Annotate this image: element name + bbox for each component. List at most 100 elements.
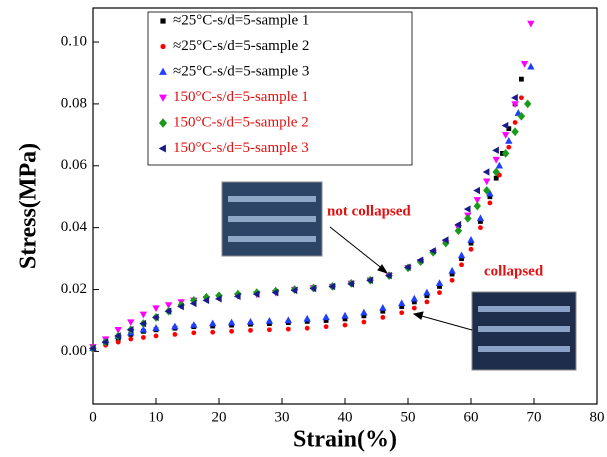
x-tick-label: 20 [212,409,227,425]
point [151,313,159,322]
point [139,325,148,333]
point [360,308,368,316]
x-tick-label: 70 [527,409,542,425]
point [441,236,449,244]
point [309,284,317,293]
y-tick-label: 0.04 [61,219,88,235]
legend-marker [158,118,168,128]
legend-label: ≈25°C-s/d=5-sample 3 [173,63,309,79]
legend-marker [160,43,166,50]
legend-marker [158,67,168,75]
point [128,336,134,342]
point [101,338,109,346]
point [468,246,474,252]
point [399,304,405,309]
point [527,20,535,28]
point [190,321,198,328]
point [152,305,160,313]
point [454,226,463,236]
point [437,284,442,289]
legend-box [147,11,413,166]
point [164,307,172,315]
point [323,318,329,323]
x-tick-label: 80 [590,409,605,425]
point [209,319,217,327]
point [520,60,529,68]
point [506,126,512,132]
point [473,201,481,211]
point [191,330,197,336]
point [248,327,253,333]
point [323,324,329,330]
point [126,326,134,334]
point [210,329,216,335]
point [139,319,147,328]
photo-not-collapsed [221,181,323,257]
point [271,288,279,297]
point [366,276,373,284]
point [252,290,260,298]
point [478,225,483,231]
point [519,95,524,101]
point [483,178,491,186]
point [437,290,442,296]
y-tick-label: 0.10 [61,33,87,49]
legend-label: 150°C-s/d=5-sample 3 [173,140,309,156]
point [411,305,417,311]
point [487,200,493,206]
point [519,76,524,82]
point [464,214,472,223]
x-tick-label: 40 [338,409,353,425]
point [328,282,336,291]
point [449,277,455,283]
point [527,62,535,70]
point [483,186,491,195]
point [424,293,430,299]
point [361,313,367,319]
point [341,311,349,319]
y-tick-label: 0.08 [61,95,87,111]
point [403,263,411,271]
point [473,186,480,195]
x-tick-label: 0 [89,409,97,425]
point [411,299,417,305]
point [233,292,241,301]
point [482,168,490,176]
point [152,324,160,331]
point [202,292,211,302]
point [246,317,255,325]
point [379,304,387,311]
point [459,256,464,261]
legend-marker [158,94,168,102]
point [511,94,518,102]
point [449,271,455,277]
legend-label: 150°C-s/d=5-sample 2 [173,114,309,130]
point [385,271,392,280]
point [177,302,184,311]
point [265,317,274,324]
point [524,99,532,109]
point [153,333,159,339]
point [189,299,197,308]
legend-marker [158,144,166,153]
point [202,296,210,305]
point [501,121,509,130]
point [322,313,330,321]
point [448,266,456,274]
legend-marker [160,18,166,24]
point [303,314,311,322]
point [468,240,474,246]
x-axis-title: Strain(%) [293,427,397,453]
point [410,294,418,302]
point [88,344,96,353]
legend-label: ≈25°C-s/d=5-sample 2 [173,38,309,54]
point [435,279,444,287]
point [284,316,292,324]
point [506,144,512,150]
point [229,328,235,334]
point [423,288,431,296]
point [342,322,348,328]
point [171,322,179,330]
y-tick-label: 0.00 [61,343,87,359]
